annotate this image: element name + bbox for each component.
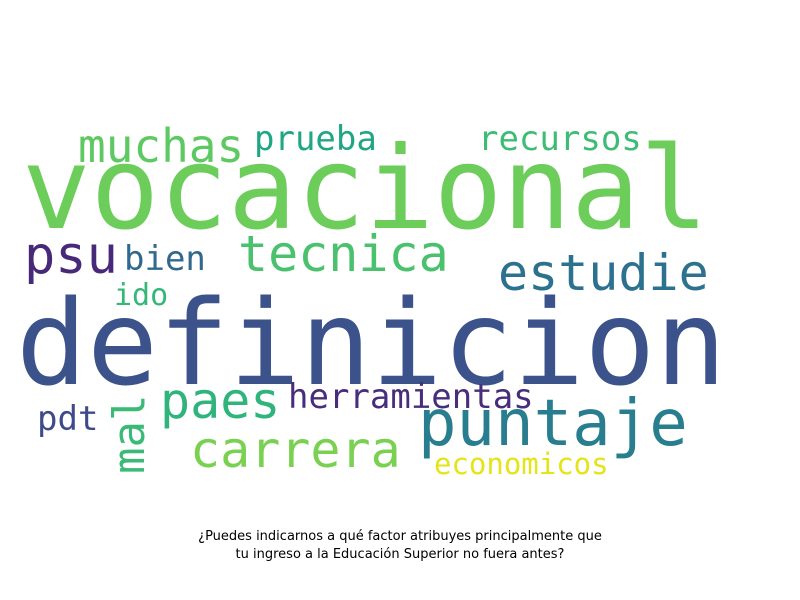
word-estudie: estudie <box>498 244 709 302</box>
word-tecnica: tecnica <box>238 225 449 283</box>
caption-line-2: tu ingreso a la Educación Superior no fu… <box>235 547 565 562</box>
word-prueba: prueba <box>254 119 377 159</box>
word-cloud: vocacional definicion puntaje muchas pru… <box>16 119 727 481</box>
word-herramientas: herramientas <box>288 377 534 417</box>
word-recursos: recursos <box>478 119 642 159</box>
word-bien: bien <box>124 239 206 279</box>
word-paes: paes <box>160 372 281 430</box>
word-mal: mal <box>104 394 155 474</box>
word-pdt: pdt <box>37 399 99 439</box>
word-puntaje: puntaje <box>418 387 688 461</box>
word-ido: ido <box>114 278 169 313</box>
word-vocacional: vocacional <box>22 122 709 255</box>
word-economicos: economicos <box>434 447 609 481</box>
caption-line-1: ¿Puedes indicarnos a qué factor atribuye… <box>198 529 602 544</box>
word-psu: psu <box>24 226 118 286</box>
word-carrera: carrera <box>190 421 401 479</box>
word-definicion: definicion <box>16 274 727 412</box>
word-cloud-caption: ¿Puedes indicarnos a qué factor atribuye… <box>100 528 700 564</box>
word-muchas: muchas <box>78 119 245 173</box>
